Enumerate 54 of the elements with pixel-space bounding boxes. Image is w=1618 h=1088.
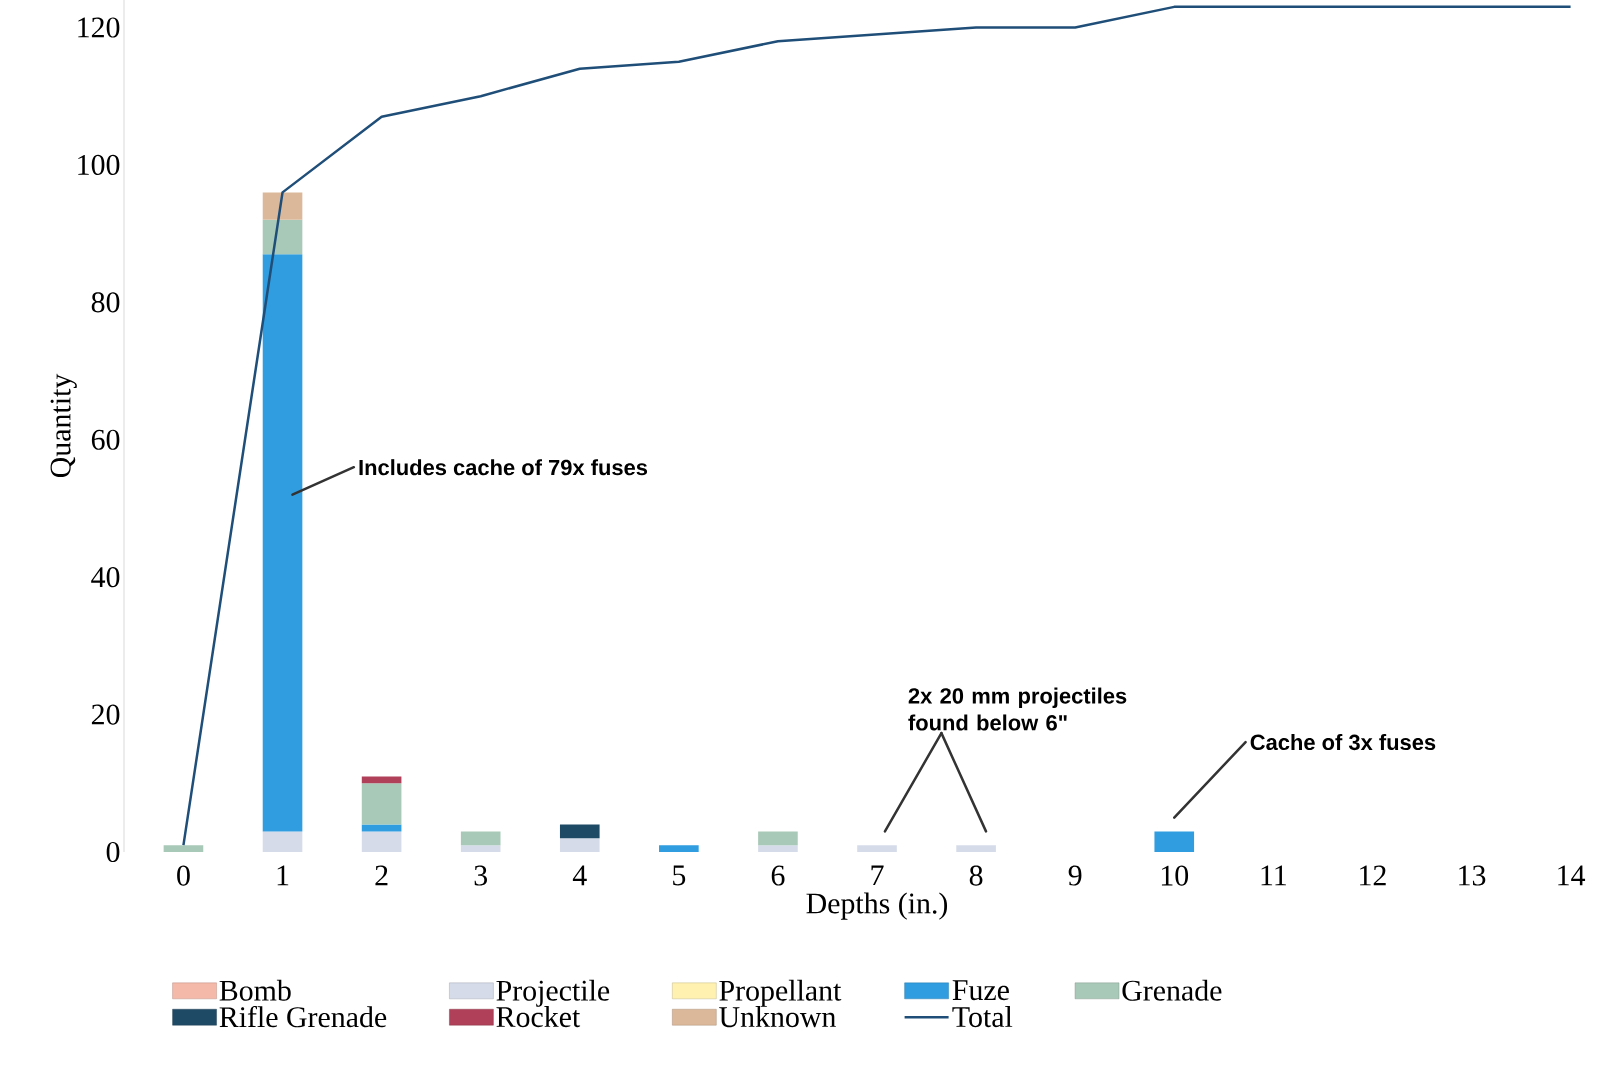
bar xyxy=(361,831,402,852)
legend-label: Bomb xyxy=(219,979,291,1001)
annotation: Includes cache of 79x fuses xyxy=(359,459,648,476)
bar xyxy=(758,831,798,846)
bar xyxy=(262,254,303,832)
legend-label: Unknown xyxy=(719,1006,836,1028)
x-tick-label: 9 xyxy=(1068,865,1082,886)
x-tick-label: 8 xyxy=(969,865,983,886)
bar xyxy=(460,845,501,852)
y-tick-label: 60 xyxy=(91,429,120,450)
bar xyxy=(163,845,204,852)
bar xyxy=(758,845,798,852)
bar xyxy=(857,845,897,852)
y-tick-label: 100 xyxy=(78,154,120,175)
legend-label: Fuze xyxy=(952,980,1009,1001)
x-tick-label: 1 xyxy=(277,865,289,886)
bar xyxy=(361,783,402,825)
y-tick-label: 0 xyxy=(106,841,120,863)
x-tick-label: 6 xyxy=(771,865,785,886)
bar xyxy=(361,776,402,784)
legend-label: Total xyxy=(952,1006,1013,1028)
x-tick-label: 5 xyxy=(673,865,686,886)
x-tick-label: 10 xyxy=(1161,865,1189,886)
x-tick-label: 13 xyxy=(1459,865,1486,886)
bar xyxy=(559,838,600,852)
x-tick-label: 11 xyxy=(1261,865,1286,886)
x-tick-label: 4 xyxy=(572,865,587,886)
legend-label: Rifle Grenade xyxy=(219,1005,387,1028)
y-tick-label: 40 xyxy=(91,567,120,588)
bar xyxy=(460,831,501,846)
legend-label: Projectile xyxy=(496,979,610,1007)
bar xyxy=(559,824,600,839)
bar xyxy=(262,831,303,852)
annotation: Cache of 3x fuses xyxy=(1250,733,1436,751)
bar xyxy=(956,845,996,852)
y-tick-label: 80 xyxy=(91,292,120,313)
bar xyxy=(262,219,303,255)
bar xyxy=(262,192,303,220)
legend-label: Propellant xyxy=(719,979,842,1007)
legend-label: Rocket xyxy=(496,1006,581,1028)
bar xyxy=(659,845,699,852)
x-axis-title: Depths (in.) xyxy=(806,892,948,920)
x-tick-label: 14 xyxy=(1558,865,1586,886)
x-tick-label: 7 xyxy=(871,865,884,886)
legend-label: Grenade xyxy=(1122,979,1222,1001)
x-tick-label: 2 xyxy=(375,865,388,886)
y-axis-title: Quantity xyxy=(50,373,77,478)
annotation: 2x 20 mm projectiles found below 6" xyxy=(908,687,1127,731)
x-tick-label: 0 xyxy=(177,865,190,886)
x-tick-label: 3 xyxy=(474,865,487,886)
y-tick-label: 20 xyxy=(91,704,120,725)
y-tick-label: 120 xyxy=(78,17,120,38)
bar xyxy=(1154,831,1195,852)
x-tick-label: 12 xyxy=(1360,865,1386,886)
